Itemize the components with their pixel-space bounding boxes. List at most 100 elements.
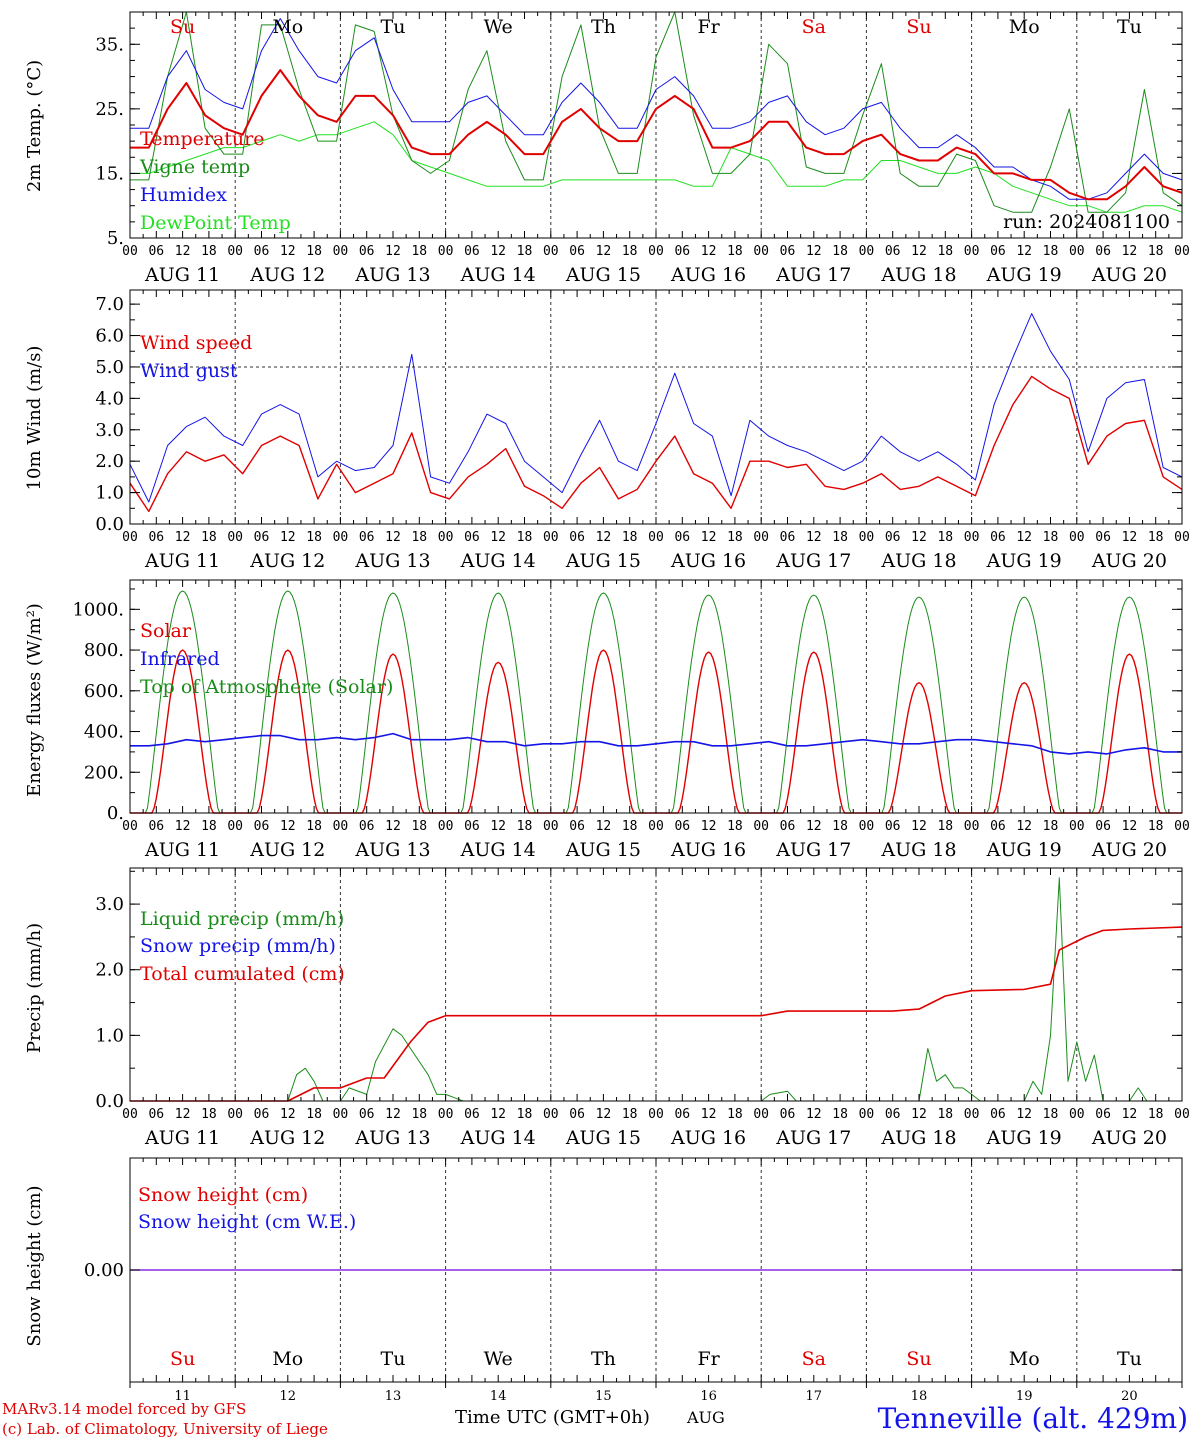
temp-hour-label: 12 (596, 244, 612, 259)
precip-hour-label: 06 (359, 1107, 375, 1122)
wind-ytick-label: 7.0 (95, 294, 124, 315)
energy-ytick-label: 800. (84, 640, 124, 661)
energy-hour-label-end: 00 (1174, 819, 1190, 834)
precip-hour-label: 06 (148, 1107, 164, 1122)
temp-hour-label: 00 (648, 244, 664, 259)
wind-ytick-label: 5.0 (95, 357, 124, 378)
day-name-top: Tu (1117, 16, 1142, 38)
energy-hour-label: 06 (885, 819, 901, 834)
temp-hour-label: 06 (569, 244, 585, 259)
precip-date-label: AUG 12 (249, 1127, 325, 1149)
temp-date-label: AUG 18 (880, 264, 956, 286)
precip-hour-label: 12 (701, 1107, 717, 1122)
precip-hour-label: 00 (122, 1107, 138, 1122)
wind-hour-label: 18 (1148, 530, 1164, 545)
precip-date-label: AUG 13 (354, 1127, 430, 1149)
day-number: 20 (1121, 1389, 1138, 1404)
day-name-bottom: Mo (272, 1348, 303, 1370)
energy-hour-label: 12 (280, 819, 296, 834)
wind-date-label: AUG 14 (460, 550, 536, 572)
wind-ytick-label: 4.0 (95, 388, 124, 409)
temp-hour-label: 00 (438, 244, 454, 259)
precip-hour-label: 12 (490, 1107, 506, 1122)
precip-ytick-label: 0.0 (95, 1091, 124, 1112)
day-name-bottom: Sa (802, 1348, 826, 1370)
wind-hour-label: 06 (674, 530, 690, 545)
wind-hour-label: 06 (780, 530, 796, 545)
wind-hour-label: 18 (1043, 530, 1059, 545)
legend-dewpoint: DewPoint Temp (140, 212, 291, 234)
energy-hour-label: 18 (1043, 819, 1059, 834)
wind-hour-label: 18 (727, 530, 743, 545)
wind-ytick-label: 0.0 (95, 514, 124, 535)
temp-hour-label: 06 (780, 244, 796, 259)
precip-hour-label: 06 (990, 1107, 1006, 1122)
energy-ytick-label: 400. (84, 722, 124, 743)
legend-humidex: Humidex (140, 184, 227, 206)
precip-hour-label: 18 (622, 1107, 638, 1122)
temp-hour-label: 00 (122, 244, 138, 259)
energy-hour-label: 18 (411, 819, 427, 834)
series-humidex (130, 18, 1183, 200)
day-name-bottom: Mo (1009, 1348, 1040, 1370)
precip-hour-label: 18 (1148, 1107, 1164, 1122)
precip-hour-label: 00 (333, 1107, 349, 1122)
day-name-bottom: Su (906, 1348, 931, 1370)
ylabel-precip: Precip (mm/h) (24, 923, 45, 1053)
energy-date-label: AUG 20 (1091, 839, 1167, 861)
day-number: 19 (1016, 1389, 1033, 1404)
precip-hour-label: 06 (569, 1107, 585, 1122)
wind-hour-label: 00 (333, 530, 349, 545)
energy-ytick-label: 1000. (72, 599, 124, 620)
energy-hour-label: 00 (753, 819, 769, 834)
temp-hour-label: 18 (1148, 244, 1164, 259)
precip-hour-label: 12 (911, 1107, 927, 1122)
wind-date-label: AUG 17 (775, 550, 851, 572)
day-name-top: Mo (272, 16, 303, 38)
wind-date-label: AUG 19 (986, 550, 1062, 572)
wind-hour-label: 00 (227, 530, 243, 545)
temp-hour-label: 12 (280, 244, 296, 259)
legend-wind-speed: Wind speed (140, 332, 252, 354)
wind-hour-label: 18 (622, 530, 638, 545)
wind-hour-label: 06 (464, 530, 480, 545)
temp-hour-label: 06 (359, 244, 375, 259)
wind-date-label: AUG 11 (144, 550, 220, 572)
precip-hour-label: 00 (438, 1107, 454, 1122)
temp-hour-label: 00 (964, 244, 980, 259)
precip-hour-label: 18 (517, 1107, 533, 1122)
day-name-top: Fr (697, 16, 720, 38)
temp-hour-label: 12 (806, 244, 822, 259)
energy-hour-label: 00 (648, 819, 664, 834)
wind-hour-label: 18 (517, 530, 533, 545)
wind-hour-label: 18 (937, 530, 953, 545)
precip-hour-label: 00 (1069, 1107, 1085, 1122)
temp-hour-label: 06 (148, 244, 164, 259)
energy-date-label: AUG 13 (354, 839, 430, 861)
wind-hour-label: 00 (648, 530, 664, 545)
temp-ytick-label: 35. (95, 34, 124, 55)
precip-hour-label: 18 (306, 1107, 322, 1122)
wind-legend: Wind speed Wind gust (140, 332, 252, 382)
wind-hour-label: 12 (1016, 530, 1032, 545)
day-number: 12 (280, 1389, 297, 1404)
temp-date-label: AUG 14 (460, 264, 536, 286)
precip-hour-label: 18 (201, 1107, 217, 1122)
wind-hour-label: 00 (543, 530, 559, 545)
energy-date-label: AUG 15 (565, 839, 641, 861)
legend-vigne-temp: Vigne temp (139, 156, 250, 178)
day-name-top: Tu (381, 16, 406, 38)
snow-ytick-label: 0.00 (84, 1260, 124, 1281)
energy-ytick-label: 200. (84, 762, 124, 783)
precip-hour-label: 06 (885, 1107, 901, 1122)
energy-date-label: AUG 11 (144, 839, 220, 861)
energy-hour-label: 12 (806, 819, 822, 834)
temp-hour-label-end: 00 (1174, 244, 1190, 259)
temp-hour-label: 06 (1095, 244, 1111, 259)
temp-date-label: AUG 17 (775, 264, 851, 286)
precip-hour-label: 00 (648, 1107, 664, 1122)
temp-date-label: AUG 11 (144, 264, 220, 286)
energy-hour-label: 00 (227, 819, 243, 834)
temp-hour-label: 18 (622, 244, 638, 259)
